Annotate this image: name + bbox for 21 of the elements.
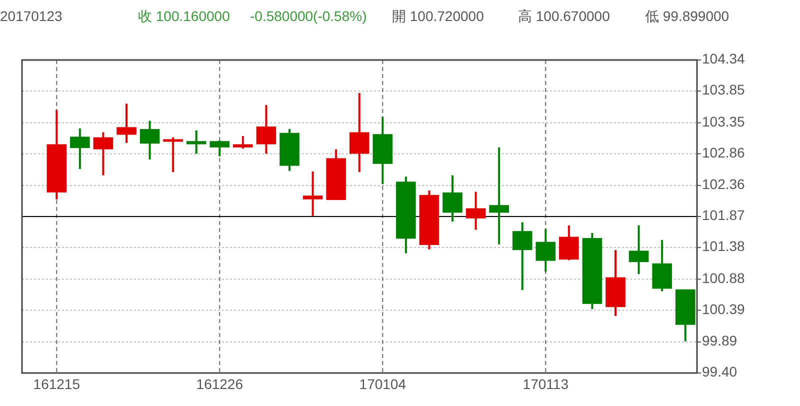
text: 收 100.160000 (138, 8, 230, 24)
y-tick-label: 104.34 (702, 50, 746, 67)
text: 高 100.670000 (518, 8, 610, 24)
y-tick-label: 103.85 (702, 82, 746, 98)
y-tick-label: 101.38 (702, 238, 746, 254)
y-tick-label: 100.88 (702, 270, 746, 286)
y-tick-label: 99.89 (702, 332, 738, 349)
y-tick-label: 102.86 (702, 144, 746, 160)
y-tick-label: 103.35 (702, 113, 746, 130)
x-tick-label: 161226 (196, 376, 244, 392)
x-tick-label: 170104 (359, 376, 406, 392)
text: 低 99.899000 (645, 8, 730, 24)
y-tick-label: 100.39 (702, 300, 746, 317)
x-tick-label: 161215 (33, 376, 80, 392)
x-tick-label: 170113 (522, 376, 569, 392)
y-tick-label: 102.36 (702, 176, 746, 192)
text: 開 100.720000 (392, 8, 484, 24)
chart-title: 20170123 (0, 8, 63, 24)
y-tick-label: 101.87 (702, 207, 746, 224)
y-tick-label: 99.40 (702, 364, 738, 380)
text: -0.580000(-0.58%) (250, 8, 367, 24)
